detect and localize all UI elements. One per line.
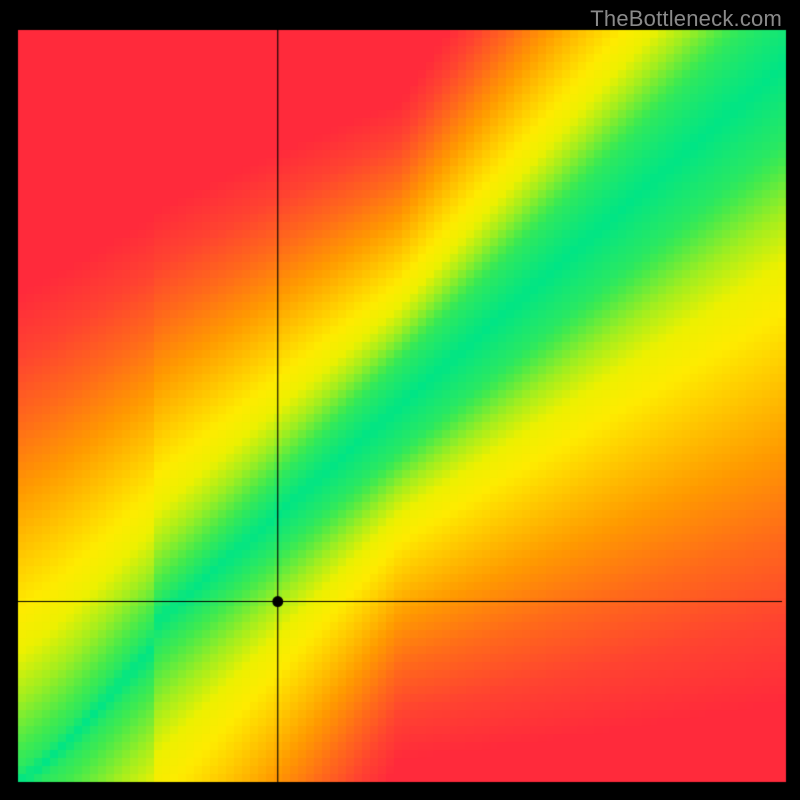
chart-container: TheBottleneck.com (0, 0, 800, 800)
bottleneck-heatmap (0, 0, 800, 800)
watermark-text: TheBottleneck.com (590, 6, 782, 32)
